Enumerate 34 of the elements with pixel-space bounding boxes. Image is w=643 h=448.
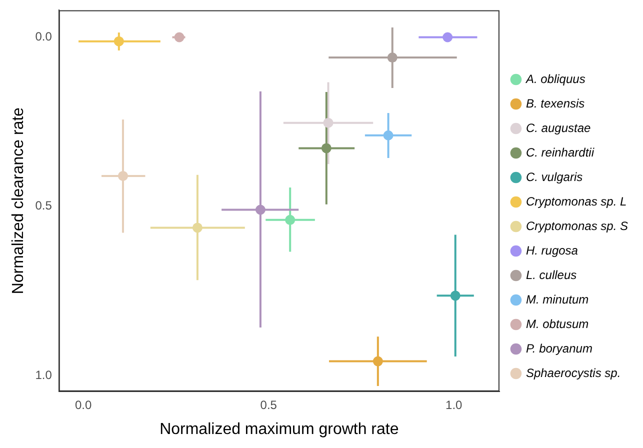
x-axis-title: Normalized maximum growth rate — [160, 420, 399, 438]
legend-label: Cryptomonas sp. S — [526, 218, 628, 233]
x-tick-label: 0.0 — [74, 398, 92, 412]
legend-label: C. augustae — [526, 120, 591, 135]
y-axis-title: Normalized clearance rate — [10, 107, 28, 294]
legend-label: P. boryanum — [526, 341, 592, 356]
point — [450, 290, 460, 301]
x-tick-label: 0.5 — [260, 398, 278, 412]
point — [321, 143, 332, 154]
point — [442, 32, 453, 42]
y-tick-label: 0.0 — [35, 30, 52, 44]
legend-label: C. reinhardtii — [526, 145, 594, 160]
legend-label: Sphaerocystis sp. — [526, 366, 621, 380]
point — [255, 204, 266, 215]
point — [387, 52, 398, 63]
legend-label: M. minutum — [526, 292, 589, 306]
point — [118, 170, 128, 181]
y-tick-label: 1.0 — [35, 368, 52, 382]
y-tick-label: 0.5 — [35, 198, 52, 213]
point — [114, 36, 124, 46]
legend-label: M. obtusum — [526, 316, 589, 331]
point — [174, 32, 184, 42]
legend-label: B. texensis — [526, 96, 585, 110]
legend-label: A. obliquus — [524, 72, 586, 86]
point — [372, 356, 383, 366]
point — [383, 130, 394, 140]
x-tick-label: 1.0 — [446, 398, 463, 412]
point — [323, 118, 334, 128]
legend-label: L. culleus — [526, 268, 577, 282]
legend-label: H. rugosa — [526, 243, 578, 258]
legend-label: C. vulgaris — [526, 170, 583, 184]
point — [285, 214, 296, 225]
legend-label: Cryptomonas sp. L — [526, 194, 627, 208]
point — [192, 222, 202, 233]
